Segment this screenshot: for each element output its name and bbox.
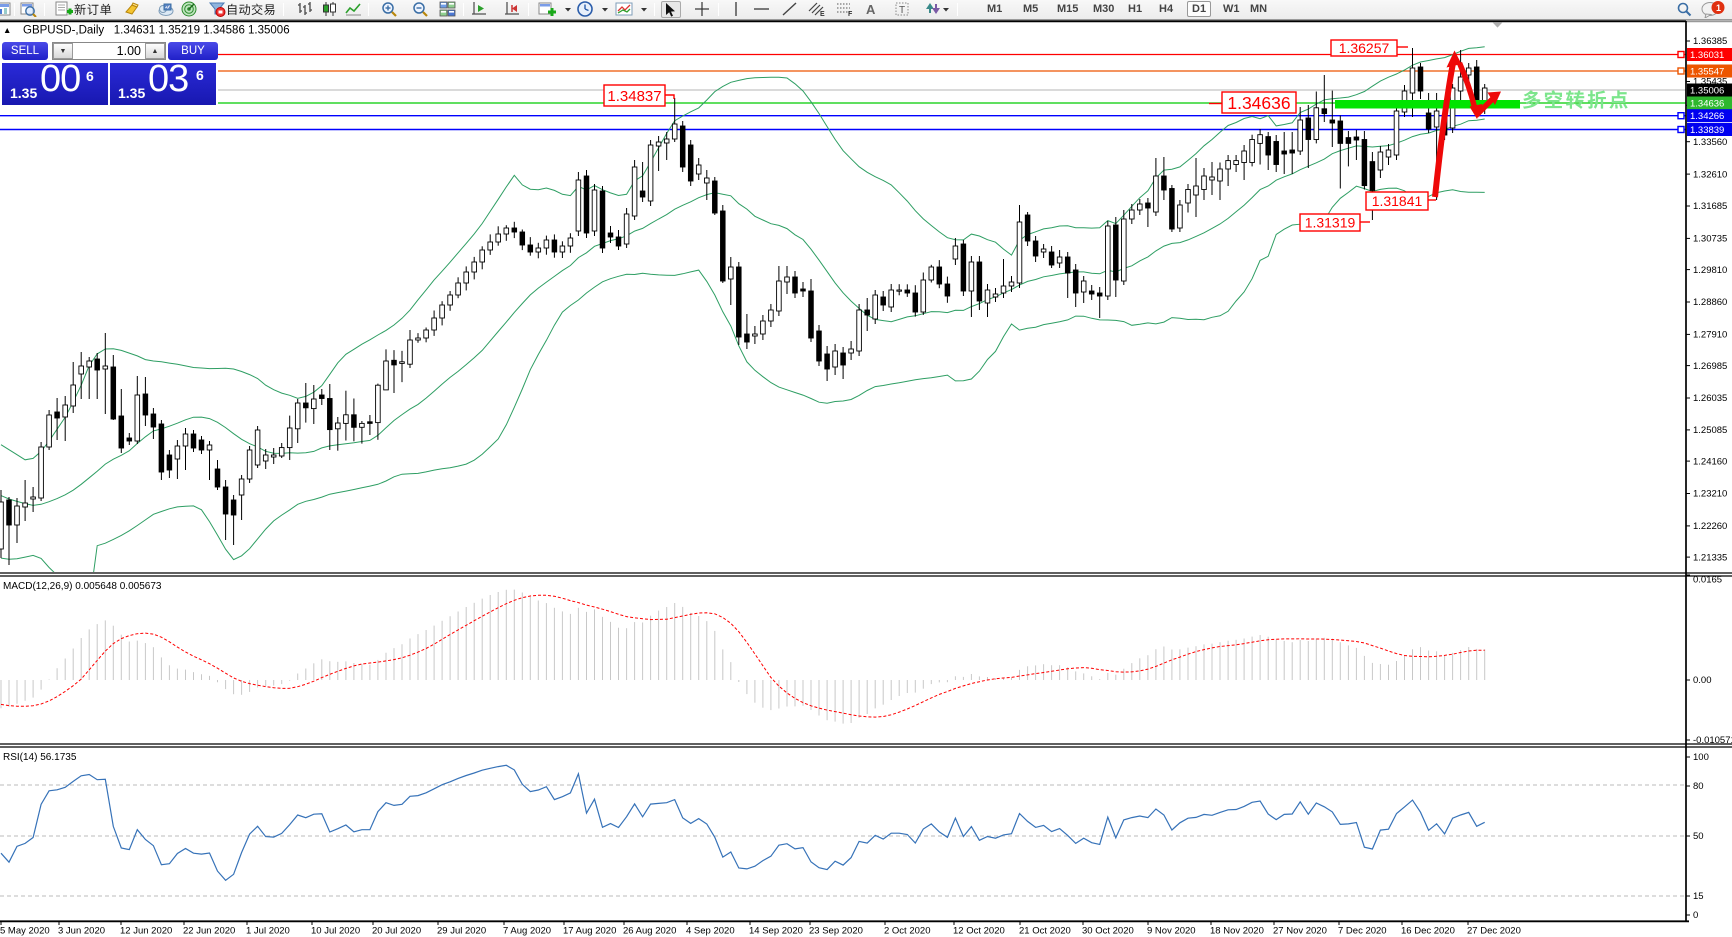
svg-text:1.26035: 1.26035 bbox=[1693, 393, 1727, 404]
svg-text:50: 50 bbox=[1693, 831, 1704, 842]
svg-text:1.32610: 1.32610 bbox=[1693, 169, 1727, 180]
svg-text:7 Aug 2020: 7 Aug 2020 bbox=[503, 926, 551, 937]
svg-text:1.24160: 1.24160 bbox=[1693, 456, 1727, 467]
svg-text:1.30735: 1.30735 bbox=[1693, 234, 1727, 245]
svg-text:17 Aug 2020: 17 Aug 2020 bbox=[563, 926, 616, 937]
svg-text:27 Nov 2020: 27 Nov 2020 bbox=[1273, 926, 1327, 937]
svg-text:22 Jun 2020: 22 Jun 2020 bbox=[183, 926, 235, 937]
svg-text:4 Sep 2020: 4 Sep 2020 bbox=[686, 926, 735, 937]
svg-text:2 Oct 2020: 2 Oct 2020 bbox=[884, 926, 930, 937]
svg-text:0.0165: 0.0165 bbox=[1693, 575, 1722, 586]
svg-text:1.35006: 1.35006 bbox=[1690, 86, 1724, 97]
svg-text:1.36257: 1.36257 bbox=[1339, 40, 1390, 56]
svg-text:▲: ▲ bbox=[3, 25, 11, 35]
svg-text:1.31685: 1.31685 bbox=[1693, 201, 1727, 212]
svg-text:1.23210: 1.23210 bbox=[1693, 489, 1727, 500]
svg-text:1.34837: 1.34837 bbox=[607, 88, 661, 105]
svg-text:29 Jul 2020: 29 Jul 2020 bbox=[437, 926, 486, 937]
svg-text:15: 15 bbox=[1693, 891, 1704, 902]
svg-text:1: 1 bbox=[1716, 3, 1721, 13]
svg-text:100: 100 bbox=[1693, 752, 1709, 763]
svg-text:0: 0 bbox=[1693, 910, 1698, 921]
svg-text:F: F bbox=[848, 11, 853, 17]
svg-text:1.26985: 1.26985 bbox=[1693, 361, 1727, 372]
svg-text:9 Nov 2020: 9 Nov 2020 bbox=[1147, 926, 1196, 937]
svg-text:12 Oct 2020: 12 Oct 2020 bbox=[953, 926, 1005, 937]
svg-text:1.22260: 1.22260 bbox=[1693, 521, 1727, 532]
svg-text:1.27910: 1.27910 bbox=[1693, 330, 1727, 341]
svg-text:27 Dec 2020: 27 Dec 2020 bbox=[1467, 926, 1521, 937]
svg-text:1.28860: 1.28860 bbox=[1693, 297, 1727, 308]
svg-text:23 Sep 2020: 23 Sep 2020 bbox=[809, 926, 863, 937]
svg-text:12 Jun 2020: 12 Jun 2020 bbox=[120, 926, 172, 937]
svg-text:MACD(12,26,9) 0.005648 0.00567: MACD(12,26,9) 0.005648 0.005673 bbox=[3, 581, 162, 592]
svg-text:1.36385: 1.36385 bbox=[1693, 36, 1727, 47]
svg-text:21 Oct 2020: 21 Oct 2020 bbox=[1019, 926, 1071, 937]
svg-text:T: T bbox=[899, 5, 905, 16]
svg-text:26 Aug 2020: 26 Aug 2020 bbox=[623, 926, 676, 937]
svg-text:3 Jun 2020: 3 Jun 2020 bbox=[58, 926, 105, 937]
svg-text:1.33839: 1.33839 bbox=[1690, 125, 1724, 136]
svg-text:1.35435: 1.35435 bbox=[1693, 77, 1727, 88]
svg-text:1.34636: 1.34636 bbox=[1690, 99, 1724, 110]
svg-text:1 Jul 2020: 1 Jul 2020 bbox=[246, 926, 290, 937]
svg-text:1.29810: 1.29810 bbox=[1693, 265, 1727, 276]
svg-text:10 Jul 2020: 10 Jul 2020 bbox=[311, 926, 360, 937]
svg-text:0.00: 0.00 bbox=[1693, 675, 1712, 686]
svg-text:-0.010571: -0.010571 bbox=[1693, 735, 1732, 746]
svg-text:1.31841: 1.31841 bbox=[1372, 193, 1423, 209]
svg-text:80: 80 bbox=[1693, 781, 1704, 792]
svg-text:GBPUSD-,Daily 1.34631 1.3521: GBPUSD-,Daily 1.34631 1.35219 1.34586 1.… bbox=[23, 25, 290, 37]
svg-text:1.25085: 1.25085 bbox=[1693, 425, 1727, 436]
svg-text:5 May 2020: 5 May 2020 bbox=[0, 926, 50, 937]
svg-text:20 Jul 2020: 20 Jul 2020 bbox=[372, 926, 421, 937]
svg-text:1.31319: 1.31319 bbox=[1305, 215, 1356, 231]
svg-text:1.21335: 1.21335 bbox=[1693, 552, 1727, 563]
svg-text:1.34266: 1.34266 bbox=[1690, 111, 1724, 122]
svg-text:RSI(14) 56.1735: RSI(14) 56.1735 bbox=[3, 752, 77, 763]
svg-text:1.35547: 1.35547 bbox=[1690, 67, 1724, 78]
svg-text:18 Nov 2020: 18 Nov 2020 bbox=[1210, 926, 1264, 937]
svg-text:30 Oct 2020: 30 Oct 2020 bbox=[1082, 926, 1134, 937]
svg-text:7 Dec 2020: 7 Dec 2020 bbox=[1338, 926, 1387, 937]
svg-text:1.34636: 1.34636 bbox=[1227, 93, 1290, 113]
svg-text:16 Dec 2020: 16 Dec 2020 bbox=[1401, 926, 1455, 937]
svg-text:1.36031: 1.36031 bbox=[1690, 50, 1724, 61]
svg-text:1.33560: 1.33560 bbox=[1693, 137, 1727, 148]
svg-text:14 Sep 2020: 14 Sep 2020 bbox=[749, 926, 803, 937]
svg-text:E: E bbox=[820, 11, 825, 17]
